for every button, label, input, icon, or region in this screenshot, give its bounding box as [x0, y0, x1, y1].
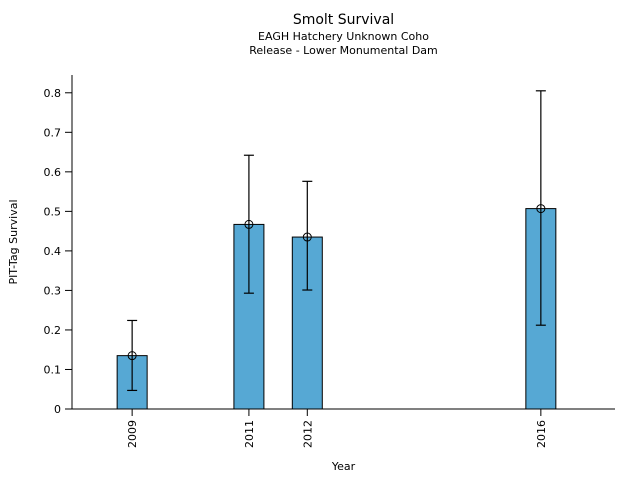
y-tick-label: 0.4 [44, 245, 62, 258]
point-marker-2012 [302, 232, 312, 242]
chart-subtitle-line2: Release - Lower Monumental Dam [249, 44, 438, 57]
point-marker-2016 [536, 204, 546, 214]
x-tick-label: 2011 [243, 420, 256, 448]
chart-title: Smolt Survival [292, 12, 395, 28]
y-tick-label: 0.1 [44, 363, 62, 376]
y-tick-label: 0.2 [44, 324, 62, 337]
x-tick-label: 2012 [301, 420, 314, 448]
x-tick-label: 2016 [535, 420, 548, 448]
x-tick-label: 2009 [126, 420, 139, 448]
y-tick-label: 0.7 [44, 126, 62, 139]
point-marker-2011 [244, 219, 254, 229]
chart-subtitle-line1: EAGH Hatchery Unknown Coho [258, 30, 429, 43]
y-tick-label: 0 [54, 403, 61, 416]
x-axis-label: Year [331, 460, 356, 473]
y-tick-label: 0.6 [44, 166, 62, 179]
y-tick-label: 0.8 [44, 87, 62, 100]
point-marker-2009 [127, 351, 137, 361]
y-tick-label: 0.3 [44, 284, 62, 297]
y-tick-label: 0.5 [44, 205, 62, 218]
